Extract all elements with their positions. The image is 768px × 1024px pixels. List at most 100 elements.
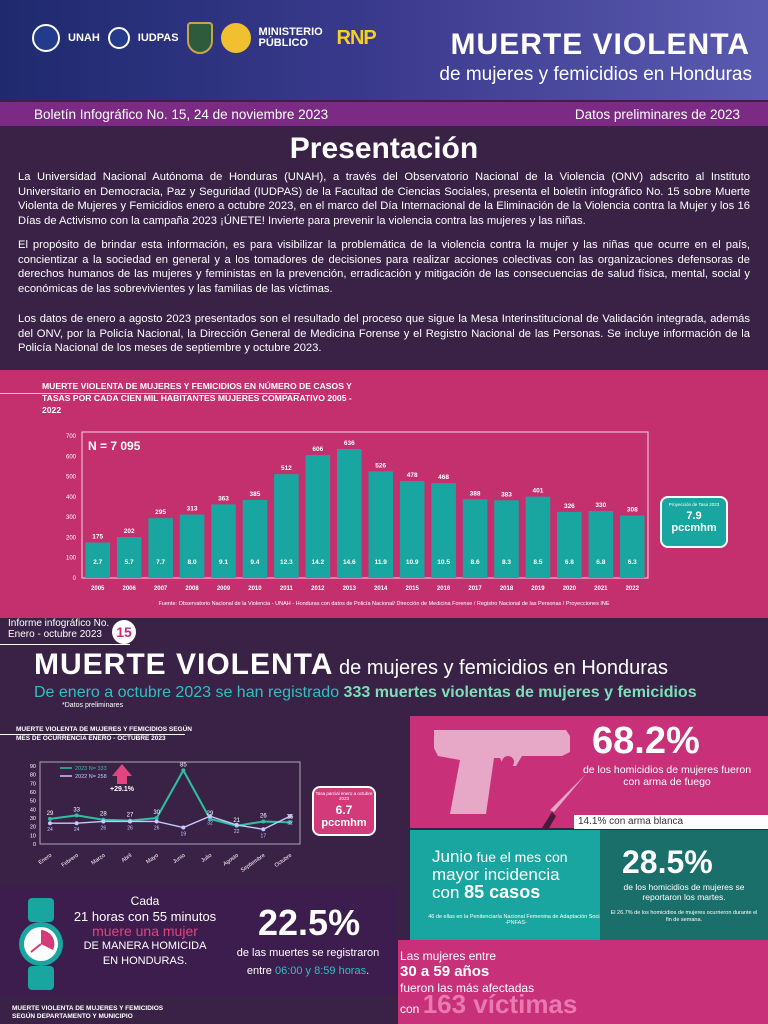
change-label: +29.1%: [110, 786, 135, 793]
y-tick-label: 0: [33, 842, 36, 848]
bar: [431, 483, 456, 578]
annual-bar-chart: 0 100 200 300 400 500 600 700 N = 7 095 175 2.7 200…: [66, 431, 649, 592]
frequency-country: EN HONDURAS.: [102, 955, 188, 967]
bar: [337, 448, 362, 578]
bar-rate-label: 9.1: [219, 559, 228, 566]
point-label: 19: [181, 832, 187, 838]
bar-rate-label: 10.5: [437, 559, 450, 566]
bar-value-label: 512: [281, 465, 292, 472]
frequency-manner: DE MANERA HOMICIDA: [83, 940, 207, 952]
bar-rate-label: 11.9: [375, 559, 388, 566]
bar: [620, 515, 645, 578]
mp-star-icon: [220, 23, 251, 53]
bar: [116, 537, 142, 578]
series-point: [154, 816, 159, 820]
section-title-rest: de mujeres y femicidios en Honduras: [333, 657, 669, 679]
series-point: [48, 816, 52, 821]
frequency-interval: 21 horas con 55 minutos: [73, 909, 217, 924]
time-line1: de las muertes se registraron: [236, 947, 380, 959]
department-chart-title: MUERTE VIOLENTA DE MUJERES Y FEMICIDIOS …: [0, 996, 398, 1024]
series-point: [74, 821, 79, 826]
x-tick-label: 2005: [91, 586, 105, 592]
series-point: [48, 821, 52, 826]
x-tick-label: Mayo: [145, 853, 159, 866]
informe-period: Enero - octubre 2023: [8, 629, 102, 640]
june-con: con: [432, 883, 465, 902]
point-label: 26: [101, 825, 107, 831]
department-title-line2: SEGÚN DEPARTAMENTO Y MUNICIPIO: [12, 1013, 133, 1020]
age-line1: Las mujeres entre: [400, 949, 497, 963]
firearm-description: de los homicidios de mujeres fueron con …: [582, 764, 752, 788]
x-tick-label: 2009: [217, 586, 231, 592]
bar-value-label: 606: [312, 446, 323, 453]
y-tick-label: 100: [66, 556, 77, 562]
x-tick-label: 2020: [563, 586, 577, 592]
preliminary-label: Datos preliminares de 2023: [574, 106, 740, 122]
time-period: .: [366, 965, 370, 977]
x-tick-label: 2019: [531, 586, 545, 592]
x-tick-label: 2011: [280, 586, 294, 592]
series-point: [261, 819, 266, 824]
bar-value-label: 478: [407, 472, 418, 479]
june-month: Junio: [432, 847, 473, 866]
point-label: 27: [127, 813, 134, 819]
presentation-title: Presentación: [289, 132, 479, 165]
presentation-section: Presentación La Universidad Nacional Aut…: [0, 126, 768, 370]
informe-label: Informe infográfico No. Enero - octubre …: [8, 618, 109, 640]
bar-value-label: 363: [218, 495, 229, 502]
y-tick-label: 90: [30, 764, 36, 770]
bar-value-label: 385: [250, 491, 261, 498]
annual-chart-title: MUERTE VIOLENTA DE MUJERES Y FEMICIDIOS …: [42, 381, 352, 415]
bar-rate-label: 12.3: [280, 559, 293, 566]
y-tick-label: 200: [66, 535, 77, 541]
monthly-line-chart: 0 10 20 30 40 50 60 70 80 90 Enero Febrero Marzo Abri…: [30, 761, 301, 874]
y-tick-label: 50: [30, 799, 36, 805]
title-divider: [0, 734, 185, 735]
x-tick-label: 2006: [122, 586, 136, 592]
y-tick-label: 10: [30, 833, 36, 839]
x-tick-label: 2016: [437, 586, 451, 592]
bar-value-label: 295: [155, 509, 166, 516]
x-tick-label: Marzo: [91, 853, 107, 867]
series-point: [154, 819, 159, 824]
y-tick-label: 70: [30, 781, 36, 787]
header-subtitle: de mujeres y femicidios en Honduras: [439, 64, 752, 85]
monthly-chart-title: MUERTE VIOLENTA DE MUJERES Y FEMICIDIOS …: [16, 726, 193, 742]
total-annotation: N = 7 095: [88, 439, 141, 453]
partial-rate-label: Tasa parcial enero a octubre 2023: [315, 791, 373, 801]
time-range: 06:00 y 8:59 horas: [274, 965, 367, 977]
bar-value-label: 468: [438, 474, 449, 481]
bar-value-label: 326: [564, 503, 575, 510]
point-label: 29: [47, 811, 54, 817]
weekend-note: El 26.7% de los homicidios de mujeres oc…: [610, 910, 758, 923]
age-con: con: [400, 1002, 423, 1016]
logo-row: UNAH IUDPAS MINISTERIO PÚBLICO RNP: [32, 22, 377, 54]
legend-label: 2023 N= 333: [75, 766, 107, 772]
y-tick-label: 600: [66, 454, 77, 460]
june-phrase: fue el mes con: [472, 849, 568, 865]
section-title-bold: MUERTE VIOLENTA: [34, 648, 334, 681]
bulletin-bar: Boletín Infográfico No. 15, 24 de noviem…: [0, 102, 768, 126]
plot-frame: [39, 761, 301, 845]
presentation-paragraph: El propósito de brindar esta información…: [18, 239, 750, 295]
summary-lead: De enero a octubre 2023 se han registrad…: [34, 684, 344, 701]
x-tick-label: 2018: [500, 586, 514, 592]
bar: [179, 514, 205, 578]
unah-seal-icon: [32, 24, 60, 52]
point-label: 26: [154, 825, 160, 831]
bar-value-label: 313: [187, 506, 198, 513]
x-tick-label: 2013: [343, 586, 357, 592]
wristwatch-icon: [19, 898, 63, 990]
y-tick-label: 80: [30, 773, 36, 779]
y-tick-label: 30: [30, 816, 36, 822]
plot-frame: [81, 431, 649, 579]
bar-value-label: 202: [124, 528, 135, 535]
bar: [494, 500, 519, 578]
x-tick-label: Enero: [38, 853, 53, 866]
x-tick-label: 2015: [405, 586, 419, 592]
x-tick-label: Julio: [200, 853, 213, 864]
handgun-icon: [434, 730, 570, 814]
bar-value-label: 526: [375, 462, 386, 469]
age-victims: 163 víctimas: [422, 989, 578, 1019]
bar: [274, 474, 299, 578]
